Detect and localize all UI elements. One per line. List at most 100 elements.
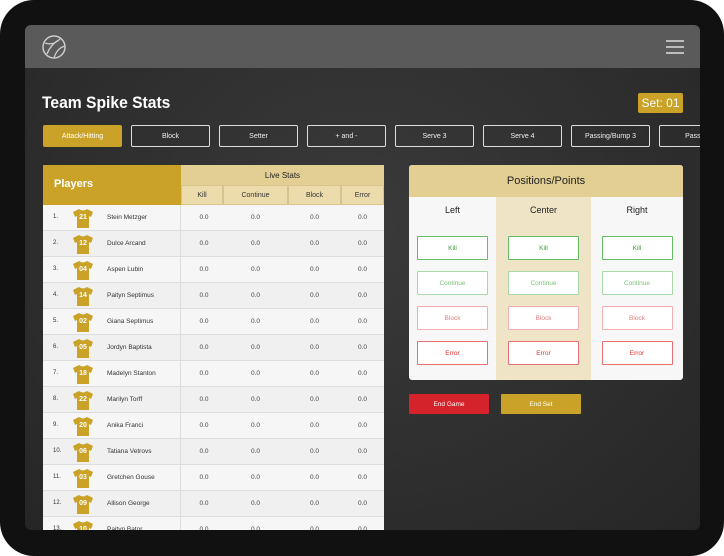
jersey-number: 09 — [79, 500, 87, 507]
player-row[interactable]: 11. 03 Gretchen Gouse 0.0 0.0 0.0 0.0 — [43, 465, 384, 491]
tab[interactable]: Attack/Hitting — [43, 125, 122, 147]
position-column: Center Kill Continue Block Error — [496, 197, 591, 380]
jersey-number: 06 — [79, 448, 87, 455]
jersey-number: 03 — [79, 474, 87, 481]
stat-value: 0.0 — [199, 422, 209, 429]
player-name: Paityn Septimus — [107, 292, 154, 299]
stat-value: 0.0 — [357, 396, 368, 403]
divider — [180, 439, 181, 465]
row-number: 10. — [53, 448, 62, 454]
stat-value: 0.0 — [309, 396, 320, 403]
position-button[interactable]: Block — [601, 306, 673, 330]
stat-value: 0.0 — [309, 292, 320, 299]
player-row[interactable]: 9. 20 Anika Franci 0.0 0.0 0.0 0.0 — [43, 413, 384, 439]
jersey-icon — [73, 287, 93, 306]
player-name: Jordyn Baptista — [107, 344, 152, 351]
divider — [180, 387, 181, 413]
position-button[interactable]: Error — [601, 341, 673, 365]
player-row[interactable]: 6. 05 Jordyn Baptista 0.0 0.0 0.0 0.0 — [43, 335, 384, 361]
stat-value: 0.0 — [357, 474, 368, 481]
player-row[interactable]: 5. 02 Giana Septimus 0.0 0.0 0.0 0.0 — [43, 309, 384, 335]
divider — [180, 257, 181, 283]
stat-value: 0.0 — [250, 474, 261, 481]
row-number: 7. — [53, 370, 59, 376]
row-number: 1. — [53, 214, 59, 220]
stat-value: 0.0 — [199, 318, 209, 325]
live-stats-header: Live Stats — [181, 165, 384, 185]
divider — [180, 205, 181, 231]
position-button[interactable]: Continue — [508, 271, 579, 295]
jersey-number: 02 — [79, 318, 87, 325]
stat-value: 0.0 — [199, 396, 209, 403]
player-row[interactable]: 13. 10 Paityn Bator 0.0 0.0 0.0 0.0 — [43, 517, 384, 530]
position-button[interactable]: Kill — [417, 236, 488, 260]
position-button[interactable]: Error — [417, 341, 488, 365]
player-row[interactable]: 3. 04 Aspen Lubin 0.0 0.0 0.0 0.0 — [43, 257, 384, 283]
stat-value: 0.0 — [357, 526, 368, 530]
row-number: 9. — [53, 422, 59, 428]
jersey-icon — [73, 209, 93, 228]
stat-value: 0.0 — [250, 318, 261, 325]
jersey-icon — [73, 469, 93, 488]
jersey-icon — [73, 443, 93, 462]
tab[interactable]: + and - — [307, 125, 386, 147]
stat-value: 0.0 — [309, 500, 320, 507]
tab[interactable]: Passing/ — [659, 125, 700, 147]
screen: Team Spike Stats Set: 01 Attack/Hitting B… — [25, 25, 700, 530]
stat-value: 0.0 — [250, 370, 261, 377]
action-button[interactable]: End Set — [501, 394, 581, 414]
row-number: 5. — [53, 318, 59, 324]
tab[interactable]: Serve 4 — [483, 125, 562, 147]
stat-value: 0.0 — [199, 292, 209, 299]
stat-value: 0.0 — [357, 240, 368, 247]
player-row[interactable]: 4. 14 Paityn Septimus 0.0 0.0 0.0 0.0 — [43, 283, 384, 309]
player-row[interactable]: 7. 18 Madelyn Stanton 0.0 0.0 0.0 0.0 — [43, 361, 384, 387]
position-button[interactable]: Continue — [417, 271, 488, 295]
jersey-icon — [73, 365, 93, 384]
player-name: Tatiana Vetrovs — [107, 448, 152, 455]
menu-button[interactable] — [665, 39, 685, 55]
stats-table: Players Live Stats Kill Continue Block Error 1… — [43, 165, 384, 530]
column-header: Error — [341, 185, 384, 205]
row-number: 3. — [53, 266, 59, 272]
jersey-number: 10 — [79, 526, 87, 530]
action-button[interactable]: End Game — [409, 394, 489, 414]
row-number: 13. — [53, 526, 62, 530]
position-button[interactable]: Block — [417, 306, 488, 330]
stat-value: 0.0 — [250, 500, 261, 507]
player-name: Aspen Lubin — [107, 266, 144, 273]
tab[interactable]: Block — [131, 125, 210, 147]
stat-value: 0.0 — [250, 344, 261, 351]
player-name: Giana Septimus — [107, 318, 154, 325]
position-button[interactable]: Block — [508, 306, 579, 330]
stat-value: 0.0 — [199, 370, 209, 377]
jersey-icon — [73, 235, 93, 254]
set-badge[interactable]: Set: 01 — [638, 93, 683, 113]
stat-value: 0.0 — [309, 422, 320, 429]
stat-value: 0.0 — [309, 370, 320, 377]
stat-value: 0.0 — [309, 214, 320, 221]
position-button[interactable]: Kill — [601, 236, 673, 260]
stat-value: 0.0 — [199, 240, 209, 247]
player-row[interactable]: 8. 22 Marilyn Torff 0.0 0.0 0.0 0.0 — [43, 387, 384, 413]
stat-value: 0.0 — [309, 240, 320, 247]
divider — [180, 335, 181, 361]
stat-value: 0.0 — [309, 474, 320, 481]
player-row[interactable]: 10. 06 Tatiana Vetrovs 0.0 0.0 0.0 0.0 — [43, 439, 384, 465]
tab[interactable]: Setter — [219, 125, 298, 147]
player-row[interactable]: 1. 21 Stein Metzger 0.0 0.0 0.0 0.0 — [43, 205, 384, 231]
position-button[interactable]: Kill — [508, 236, 579, 260]
position-label: Right — [626, 205, 648, 215]
player-row[interactable]: 12. 09 Allison George 0.0 0.0 0.0 0.0 — [43, 491, 384, 517]
position-label: Center — [529, 205, 557, 215]
tab[interactable]: Passing/Bump 3 — [571, 125, 650, 147]
row-number: 6. — [53, 344, 59, 350]
tab[interactable]: Serve 3 — [395, 125, 474, 147]
jersey-number: 05 — [79, 344, 87, 351]
position-button[interactable]: Continue — [601, 271, 673, 295]
player-row[interactable]: 2. 12 Dulce Arcand 0.0 0.0 0.0 0.0 — [43, 231, 384, 257]
position-button[interactable]: Error — [508, 341, 579, 365]
action-bar: End Game End Set — [409, 394, 609, 414]
row-number: 8. — [53, 396, 59, 402]
